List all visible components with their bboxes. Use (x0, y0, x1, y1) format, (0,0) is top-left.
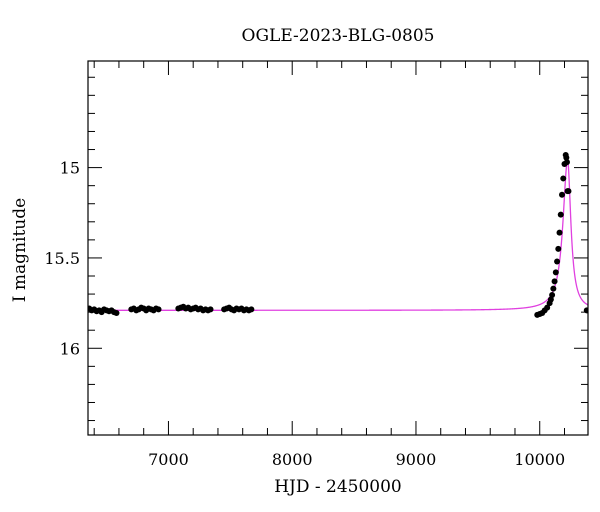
data-point (554, 258, 561, 265)
y-axis-label: I magnitude (10, 198, 30, 302)
data-point (550, 285, 557, 292)
tick-labels: 7000 8000 9000 10000 15 15.5 16 (44, 159, 565, 469)
x-tick-label: 9000 (396, 450, 437, 469)
data-point (551, 278, 558, 285)
data-point (556, 229, 563, 236)
data-point (549, 291, 556, 298)
y-tick-label: 15 (60, 159, 80, 178)
data-point (544, 304, 551, 311)
x-tick-label: 7000 (148, 450, 189, 469)
y-tick-label: 15.5 (44, 249, 80, 268)
data-point (583, 307, 588, 314)
x-axis-label: HJD - 2450000 (274, 477, 402, 497)
chart-title: OGLE-2023-BLG-0805 (242, 26, 435, 46)
data-point (559, 191, 566, 198)
data-point (555, 245, 562, 252)
data-point (155, 306, 162, 313)
data-point (113, 310, 120, 317)
axis-ticks (88, 61, 588, 435)
data-point (207, 306, 214, 313)
model-curve (88, 159, 588, 311)
data-point (560, 175, 567, 182)
data-point (563, 159, 570, 166)
data-point (565, 188, 572, 195)
plot-area (87, 60, 589, 436)
data-point (563, 154, 570, 161)
data-point (552, 269, 559, 276)
data-point (547, 296, 554, 303)
y-tick-label: 16 (60, 339, 80, 358)
data-point (557, 211, 564, 218)
data-point (248, 306, 255, 313)
x-tick-label: 10000 (514, 450, 565, 469)
x-tick-label: 8000 (272, 450, 313, 469)
plot-frame (87, 60, 589, 436)
